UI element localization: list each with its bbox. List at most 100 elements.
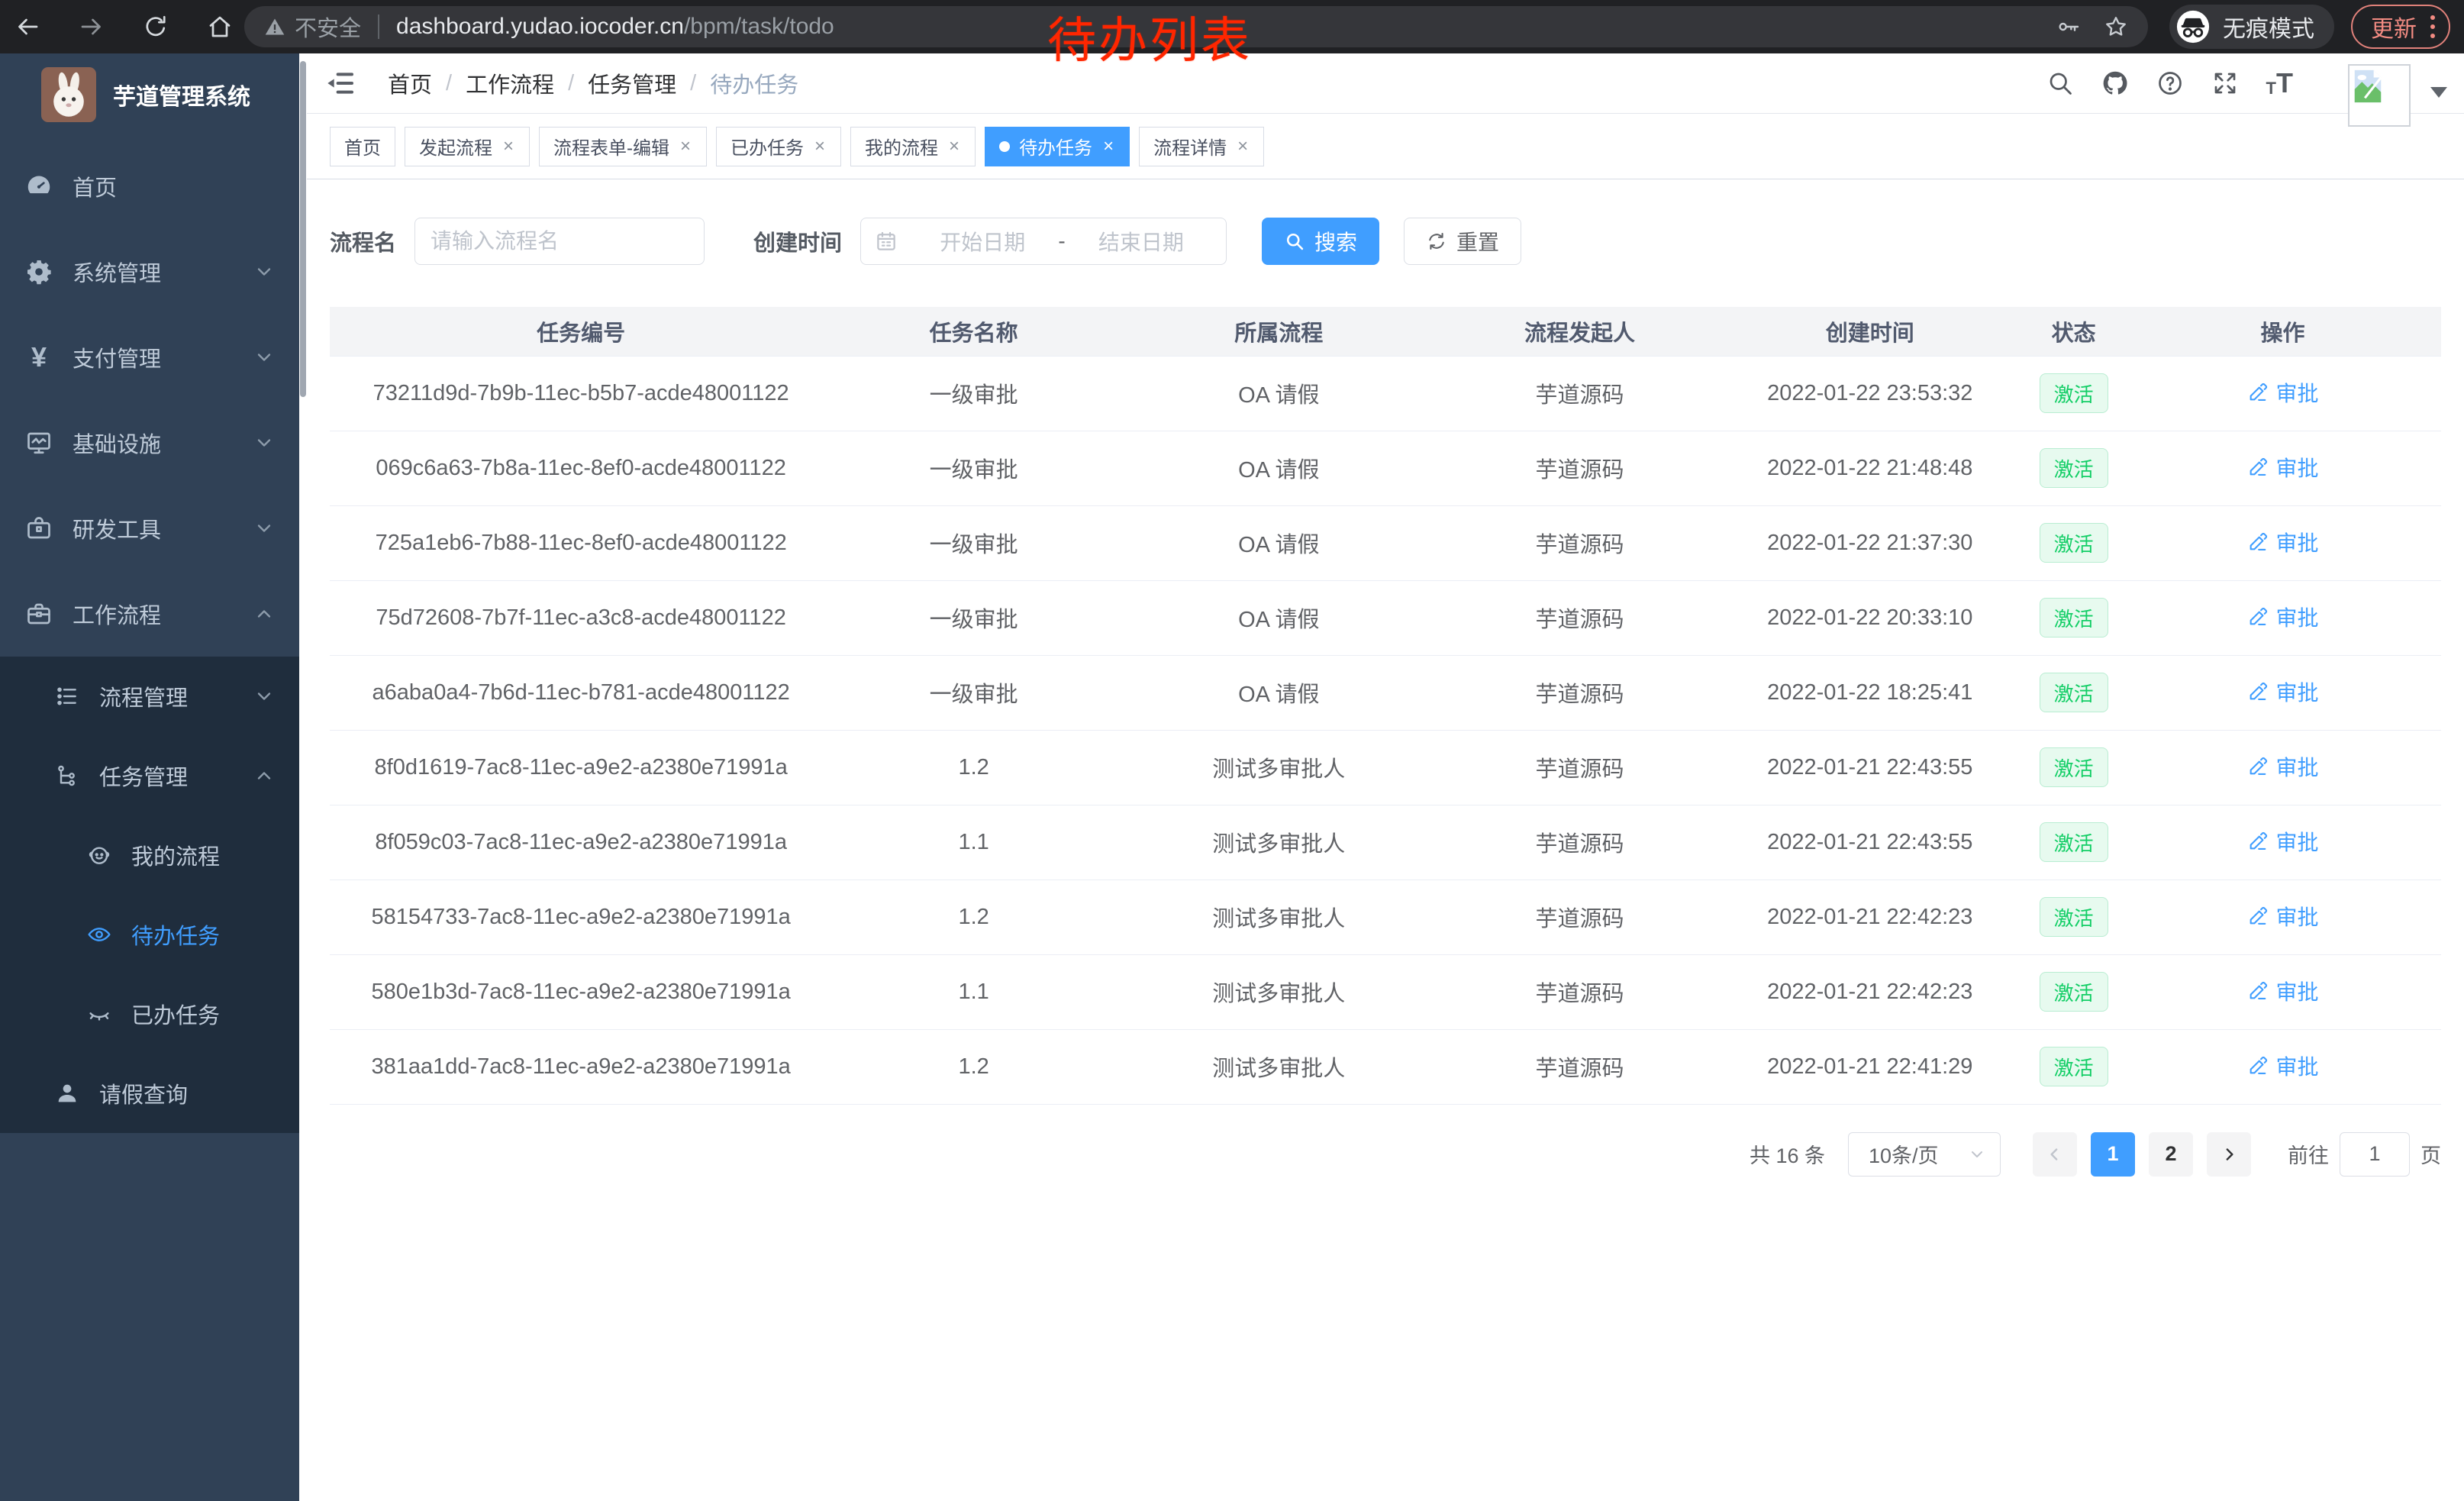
tab-active[interactable]: 待办任务 ×: [985, 126, 1130, 166]
close-icon[interactable]: ×: [1103, 135, 1114, 157]
sidebar-scrollbar-thumb[interactable]: [300, 61, 306, 397]
help-icon[interactable]: [2156, 69, 2184, 97]
sidebar-item[interactable]: 研发工具: [0, 486, 299, 571]
avatar[interactable]: [2348, 64, 2411, 127]
warning-icon: [264, 16, 285, 37]
sidebar-item[interactable]: ¥ 支付管理: [0, 315, 299, 400]
close-icon[interactable]: ×: [1237, 135, 1249, 157]
breadcrumb-separator: /: [568, 70, 575, 95]
tab-item[interactable]: 流程表单-编辑 ×: [539, 126, 708, 166]
approve-link[interactable]: 审批: [2247, 452, 2319, 483]
content: 流程名 创建时间 开始日期 - 结束日期 搜索 重置: [307, 179, 2464, 1177]
breadcrumb-item[interactable]: 首页: [388, 73, 433, 98]
approve-link[interactable]: 审批: [2247, 527, 2319, 557]
start-date-placeholder[interactable]: 开始日期: [940, 231, 1026, 254]
total-count: 共 16 条: [1749, 1144, 1825, 1167]
approve-link[interactable]: 审批: [2247, 751, 2319, 782]
approve-link[interactable]: 审批: [2247, 602, 2319, 632]
sidebar-item[interactable]: 系统管理: [0, 229, 299, 315]
sidebar-item[interactable]: 请假查询: [0, 1054, 299, 1133]
approve-link[interactable]: 审批: [2247, 901, 2319, 931]
reload-icon[interactable]: [142, 13, 169, 40]
reset-button[interactable]: 重置: [1404, 218, 1522, 265]
update-button[interactable]: 更新: [2351, 5, 2450, 49]
approve-link-label: 审批: [2275, 1055, 2319, 1079]
table-row[interactable]: 75d72608-7b7f-11ec-a3c8-acde48001122 一级审批…: [330, 580, 2441, 656]
hamburger-icon[interactable]: [325, 68, 356, 98]
back-icon[interactable]: [14, 13, 41, 40]
status-badge: 激活: [2039, 373, 2108, 413]
tab-item[interactable]: 发起流程 ×: [405, 126, 531, 166]
action-cell: 审批: [2124, 805, 2441, 880]
table-row[interactable]: 580e1b3d-7ac8-11ec-a9e2-a2380e71991a 1.1 测…: [330, 954, 2441, 1030]
github-icon[interactable]: [2101, 69, 2129, 97]
close-icon[interactable]: ×: [680, 135, 692, 157]
approve-link[interactable]: 审批: [2247, 1051, 2319, 1081]
sidebar-item[interactable]: 待办任务: [0, 895, 299, 974]
page-size-select[interactable]: 10条/页: [1848, 1131, 2001, 1177]
approve-link[interactable]: 审批: [2247, 377, 2319, 408]
date-range-picker[interactable]: 开始日期 - 结束日期: [860, 218, 1227, 265]
next-page-button[interactable]: [2207, 1131, 2251, 1177]
sidebar-item[interactable]: 已办任务: [0, 974, 299, 1054]
eye-closed-icon: [87, 1002, 111, 1026]
process-name-label: 流程名: [330, 231, 397, 256]
page-button[interactable]: 1: [2091, 1131, 2135, 1177]
avatar-caret-icon[interactable]: [2430, 87, 2447, 98]
sidebar-item[interactable]: 工作流程: [0, 571, 299, 657]
prev-page-button[interactable]: [2033, 1131, 2077, 1177]
page-button[interactable]: 2: [2149, 1131, 2193, 1177]
breadcrumb-item[interactable]: 工作流程: [466, 73, 555, 98]
fullscreen-icon[interactable]: [2211, 69, 2239, 97]
approve-link[interactable]: 审批: [2247, 826, 2319, 857]
jump-page-input[interactable]: [2340, 1131, 2410, 1177]
close-icon[interactable]: ×: [503, 135, 514, 157]
app-logo[interactable]: 芋道管理系统: [0, 53, 299, 136]
forward-icon[interactable]: [78, 13, 105, 40]
table-row[interactable]: 73211d9d-7b9b-11ec-b5b7-acde48001122 一级审批…: [330, 356, 2441, 431]
pencil-icon: [2247, 831, 2269, 852]
sidebar-scrollbar[interactable]: [299, 53, 307, 1501]
table-row[interactable]: 8f059c03-7ac8-11ec-a9e2-a2380e71991a 1.1 测…: [330, 805, 2441, 880]
tab-item[interactable]: 流程详情 ×: [1139, 126, 1265, 166]
search-button[interactable]: 搜索: [1262, 218, 1380, 265]
tab-item[interactable]: 我的流程 ×: [850, 126, 976, 166]
table-row[interactable]: 069c6a63-7b8a-11ec-8ef0-acde48001122 一级审批…: [330, 431, 2441, 506]
process-cell: 测试多审批人: [1114, 880, 1443, 955]
table-row[interactable]: 725a1eb6-7b88-11ec-8ef0-acde48001122 一级审批…: [330, 505, 2441, 581]
end-date-placeholder[interactable]: 结束日期: [1098, 231, 1184, 254]
sidebar-item[interactable]: 流程管理: [0, 657, 299, 736]
pencil-icon: [2247, 382, 2269, 403]
process-name-input[interactable]: [414, 218, 705, 265]
create-time-cell: 2022-01-22 23:53:32: [1717, 356, 2024, 431]
approve-link[interactable]: 审批: [2247, 976, 2319, 1006]
filter-form: 流程名 创建时间 开始日期 - 结束日期 搜索 重置: [330, 218, 2441, 265]
tab-label: 首页: [344, 138, 381, 159]
url-bar[interactable]: 不安全 dashboard.yudao.iocoder.cn/bpm/task/…: [244, 6, 2148, 47]
close-icon[interactable]: ×: [814, 135, 826, 157]
key-icon[interactable]: [2056, 15, 2081, 39]
star-icon[interactable]: [2104, 15, 2128, 39]
action-cell: 审批: [2124, 505, 2441, 581]
sidebar-item[interactable]: 我的流程: [0, 815, 299, 895]
table-row[interactable]: a6aba0a4-7b6d-11ec-b781-acde48001122 一级审批…: [330, 655, 2441, 731]
search-icon[interactable]: [2046, 69, 2074, 97]
chevron-down-icon: [253, 518, 275, 539]
sidebar-item[interactable]: 任务管理: [0, 736, 299, 815]
browser-menu-icon[interactable]: [2430, 15, 2435, 38]
home-icon[interactable]: [206, 13, 234, 40]
breadcrumb-item[interactable]: 任务管理: [588, 73, 677, 98]
table-row[interactable]: 381aa1dd-7ac8-11ec-a9e2-a2380e71991a 1.2 测…: [330, 1029, 2441, 1105]
security-label[interactable]: 不安全: [295, 17, 362, 41]
close-icon[interactable]: ×: [949, 135, 960, 157]
table-row[interactable]: 8f0d1619-7ac8-11ec-a9e2-a2380e71991a 1.2 测…: [330, 730, 2441, 805]
tab-item[interactable]: 首页: [330, 126, 395, 166]
approve-link-label: 审批: [2275, 531, 2319, 555]
sidebar-item[interactable]: 首页: [0, 144, 299, 229]
status-badge: 激活: [2039, 747, 2108, 787]
approve-link[interactable]: 审批: [2247, 676, 2319, 707]
tab-item[interactable]: 已办任务 ×: [716, 126, 842, 166]
table-row[interactable]: 58154733-7ac8-11ec-a9e2-a2380e71991a 1.2 测…: [330, 880, 2441, 955]
sidebar-item[interactable]: 基础设施: [0, 400, 299, 486]
